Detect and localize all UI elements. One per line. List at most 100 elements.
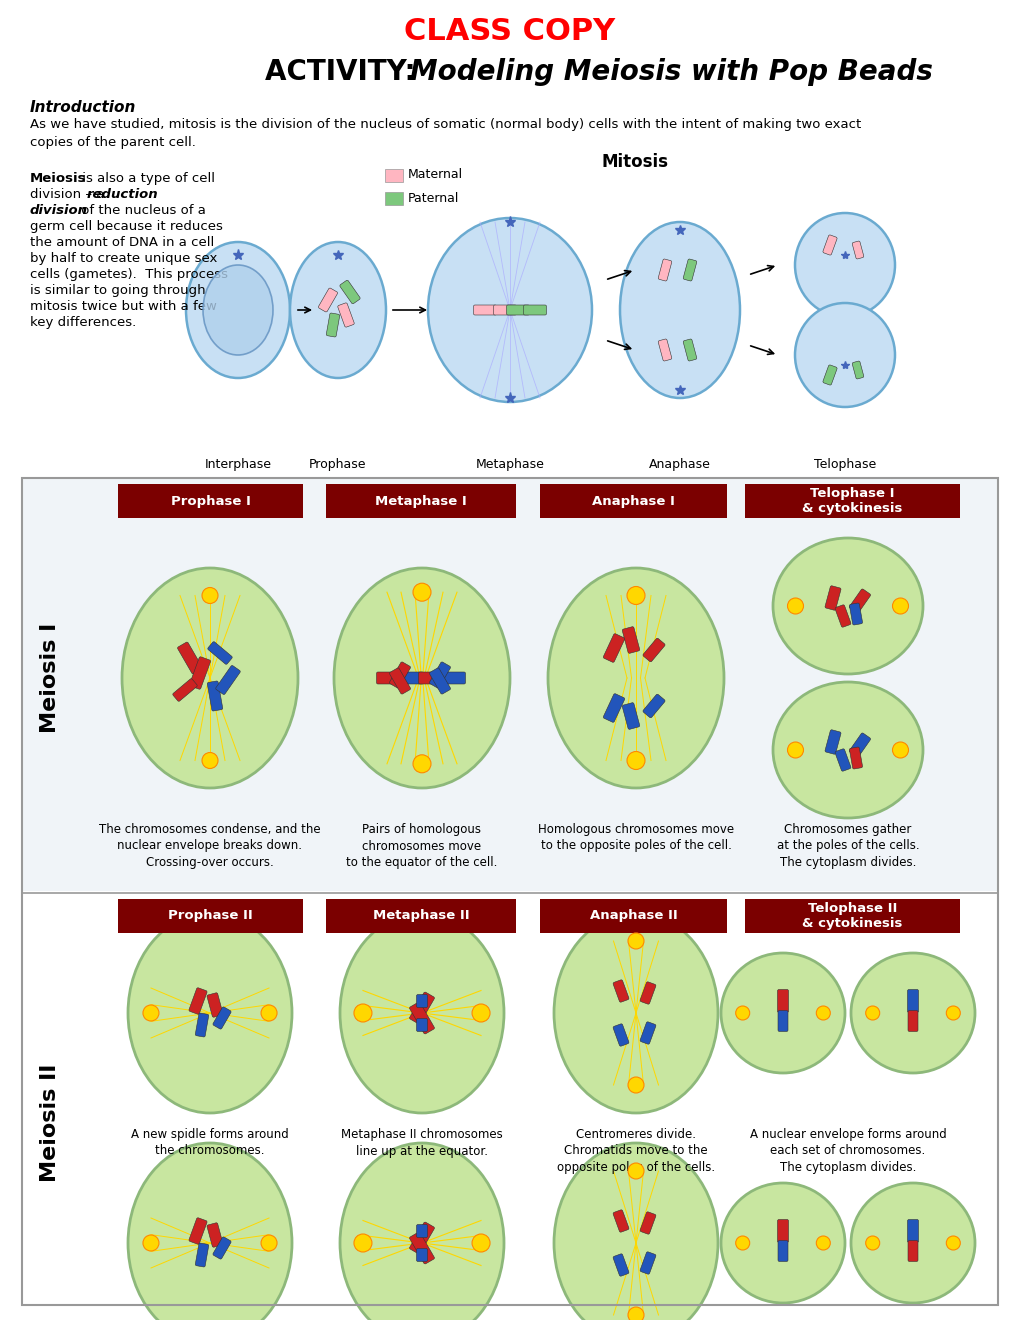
FancyBboxPatch shape [849,589,870,612]
Ellipse shape [553,913,717,1113]
Ellipse shape [122,568,298,788]
FancyBboxPatch shape [849,603,862,624]
FancyBboxPatch shape [318,288,337,312]
FancyBboxPatch shape [215,665,240,694]
Text: division: division [30,205,88,216]
Bar [539,484,727,517]
Ellipse shape [354,1234,372,1251]
Text: Meiosis: Meiosis [30,172,87,185]
FancyBboxPatch shape [177,642,203,675]
Ellipse shape [127,1143,291,1320]
Text: cells (gametes).  This process: cells (gametes). This process [30,268,228,281]
FancyBboxPatch shape [612,1254,629,1276]
FancyBboxPatch shape [849,733,870,758]
Text: Metaphase I: Metaphase I [375,495,467,507]
Bar [384,191,403,205]
FancyBboxPatch shape [506,305,529,315]
Ellipse shape [428,218,591,403]
FancyBboxPatch shape [195,1012,209,1038]
FancyBboxPatch shape [409,993,434,1024]
Text: Telophase II
& cytokinesis: Telophase II & cytokinesis [802,902,902,931]
Text: copies of the parent cell.: copies of the parent cell. [30,136,196,149]
Bar [744,899,959,933]
FancyBboxPatch shape [907,1241,917,1262]
Text: Pairs of homologous
chromosomes move
to the equator of the cell.: Pairs of homologous chromosomes move to … [346,822,497,869]
FancyBboxPatch shape [409,1222,434,1254]
FancyBboxPatch shape [622,702,639,730]
Ellipse shape [850,1183,974,1303]
Text: CLASS COPY: CLASS COPY [405,17,614,46]
Ellipse shape [946,1006,959,1020]
FancyBboxPatch shape [207,1222,223,1247]
FancyBboxPatch shape [429,668,450,694]
FancyBboxPatch shape [657,259,672,281]
Text: germ cell because it reduces: germ cell because it reduces [30,220,223,234]
FancyBboxPatch shape [683,339,696,360]
Text: ACTIVITY:: ACTIVITY: [265,58,425,86]
Ellipse shape [472,1234,489,1251]
Text: Prophase: Prophase [309,458,367,471]
Text: Modeling Meiosis with Pop Beads: Modeling Meiosis with Pop Beads [410,58,932,86]
Bar [118,484,303,517]
Ellipse shape [720,953,844,1073]
FancyBboxPatch shape [493,305,516,315]
Ellipse shape [628,1077,643,1093]
Text: of the nucleus of a: of the nucleus of a [76,205,206,216]
Text: Mitosis: Mitosis [601,153,667,172]
FancyBboxPatch shape [849,747,862,770]
Ellipse shape [627,586,644,605]
FancyBboxPatch shape [907,990,917,1012]
FancyBboxPatch shape [207,681,222,711]
Ellipse shape [794,304,894,407]
Text: A new spidle forms around
the chromosomes.: A new spidle forms around the chromosome… [131,1129,288,1158]
Ellipse shape [553,1143,717,1320]
FancyBboxPatch shape [416,994,427,1007]
FancyBboxPatch shape [189,987,207,1014]
FancyBboxPatch shape [622,627,639,653]
Ellipse shape [628,1307,643,1320]
Text: Meiosis II: Meiosis II [40,1064,60,1183]
FancyBboxPatch shape [326,313,339,337]
FancyBboxPatch shape [852,362,863,379]
Text: key differences.: key differences. [30,315,137,329]
FancyBboxPatch shape [389,668,410,694]
Ellipse shape [865,1006,878,1020]
Ellipse shape [472,1005,489,1022]
Bar [326,899,516,933]
FancyBboxPatch shape [852,242,863,259]
FancyBboxPatch shape [523,305,546,315]
FancyBboxPatch shape [640,982,655,1005]
FancyBboxPatch shape [207,993,223,1018]
Ellipse shape [794,213,894,317]
Ellipse shape [772,682,922,818]
Ellipse shape [772,539,922,675]
Text: Metaphase II chromosomes
line up at the equator.: Metaphase II chromosomes line up at the … [340,1129,502,1158]
Ellipse shape [127,913,291,1113]
Text: Prophase I: Prophase I [170,495,251,507]
Text: Anaphase: Anaphase [648,458,710,471]
FancyBboxPatch shape [683,259,696,281]
Ellipse shape [735,1236,749,1250]
FancyBboxPatch shape [776,990,788,1012]
Ellipse shape [815,1006,829,1020]
Ellipse shape [735,1006,749,1020]
Ellipse shape [627,751,644,770]
FancyBboxPatch shape [640,1022,655,1044]
Ellipse shape [354,1005,372,1022]
Ellipse shape [261,1236,277,1251]
Text: Chromosomes gather
at the poles of the cells.
The cytoplasm divides.: Chromosomes gather at the poles of the c… [775,822,918,869]
Text: is also a type of cell: is also a type of cell [77,172,215,185]
FancyBboxPatch shape [213,1237,231,1259]
Ellipse shape [339,1143,503,1320]
Bar [22,478,997,1305]
FancyBboxPatch shape [473,305,496,315]
FancyBboxPatch shape [213,1007,231,1030]
FancyBboxPatch shape [438,672,465,684]
FancyBboxPatch shape [396,672,423,684]
Text: Telophase: Telophase [813,458,875,471]
FancyBboxPatch shape [409,1232,434,1265]
FancyBboxPatch shape [642,694,664,718]
Ellipse shape [333,568,510,788]
Ellipse shape [413,583,431,601]
Ellipse shape [185,242,289,378]
